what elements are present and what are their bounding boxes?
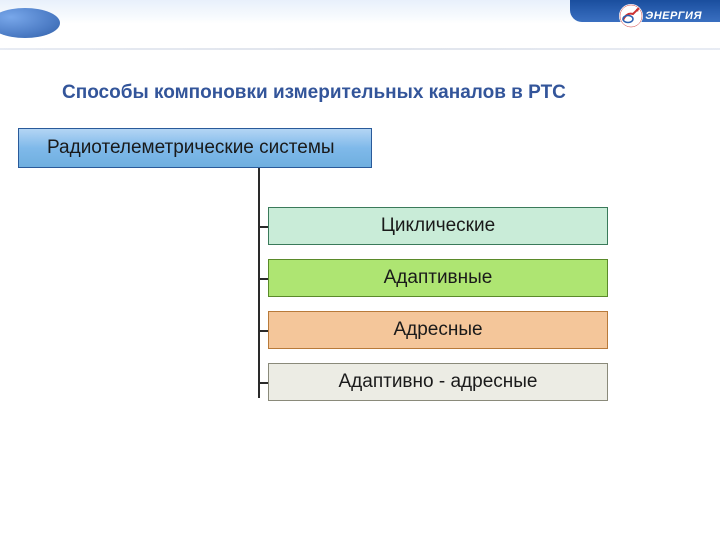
child-label: Адресные bbox=[393, 319, 482, 341]
connector-h-0 bbox=[258, 226, 268, 228]
child-label: Циклические bbox=[381, 215, 495, 237]
header-decoration: ЭНЕРГИЯ bbox=[0, 0, 720, 50]
child-label: Адаптивно - адресные bbox=[339, 371, 538, 393]
connector-h-2 bbox=[258, 330, 268, 332]
diagram-child-adaptive-address: Адаптивно - адресные bbox=[268, 363, 608, 401]
diagram-child-address: Адресные bbox=[268, 311, 608, 349]
diagram-child-adaptive: Адаптивные bbox=[268, 259, 608, 297]
diagram-child-cyclic: Циклические bbox=[268, 207, 608, 245]
page-title: Способы компоновки измерительных каналов… bbox=[62, 82, 566, 104]
logo: ЭНЕРГИЯ bbox=[619, 4, 702, 28]
header-underline bbox=[0, 48, 720, 50]
logo-text: ЭНЕРГИЯ bbox=[645, 10, 702, 22]
child-label: Адаптивные bbox=[384, 267, 493, 289]
connector-vertical bbox=[258, 168, 260, 398]
logo-icon bbox=[619, 4, 643, 28]
diagram-root: Радиотелеметрические системы bbox=[18, 128, 372, 168]
header-accent-left bbox=[0, 8, 60, 38]
diagram-root-label: Радиотелеметрические системы bbox=[47, 137, 335, 159]
connector-h-3 bbox=[258, 382, 268, 384]
connector-h-1 bbox=[258, 278, 268, 280]
